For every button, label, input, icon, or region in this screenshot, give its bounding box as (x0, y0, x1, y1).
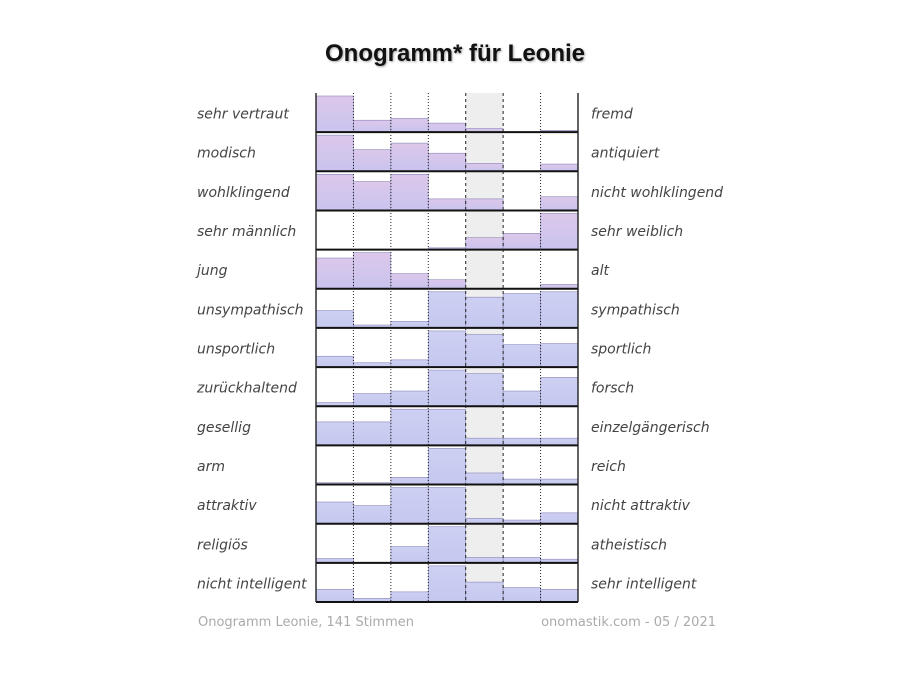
bar-r2-c1 (353, 181, 392, 211)
row-label-right-7: forsch (591, 381, 634, 397)
bar-r10-c3 (427, 487, 467, 524)
bar-r1-c4 (465, 163, 504, 172)
bar-r10-c1 (353, 505, 392, 524)
bar-r1-c0 (315, 134, 354, 172)
row-label-right-1: antiquiert (591, 146, 660, 162)
bar-r1-c2 (390, 142, 429, 172)
row-label-left-2: wohlklingend (197, 185, 290, 201)
row-label-right-3: sehr weiblich (591, 224, 683, 240)
row-label-right-9: reich (591, 459, 626, 475)
bar-r8-c3 (427, 408, 467, 446)
bar-r4-c3 (427, 279, 467, 290)
bar-r10-c2 (390, 487, 429, 524)
bar-r12-c6 (540, 589, 579, 603)
bar-r0-c0 (315, 95, 354, 133)
bar-r9-c3 (427, 448, 467, 485)
bar-r5-c4 (465, 296, 504, 329)
row-label-right-12: sehr intelligent (591, 576, 697, 592)
bar-r7-c5 (502, 390, 541, 407)
bar-r1-c6 (540, 163, 579, 172)
row-label-left-8: gesellig (197, 420, 251, 436)
bar-r9-c2 (390, 477, 429, 485)
bar-r6-c0 (315, 355, 354, 368)
bar-r0-c2 (390, 118, 429, 133)
bar-r5-c3 (427, 291, 467, 329)
bar-r0-c3 (427, 122, 467, 133)
row-label-right-0: fremd (591, 107, 633, 123)
bar-r4-c2 (390, 273, 429, 290)
bar-r7-c2 (390, 390, 429, 407)
bar-r3-c4 (465, 237, 504, 250)
bar-r8-c2 (390, 408, 429, 446)
bar-r6-c5 (502, 344, 541, 368)
bar-r0-c1 (353, 119, 392, 133)
bar-r2-c4 (465, 198, 504, 211)
bar-r5-c5 (502, 293, 541, 329)
row-label-right-8: einzelgängerisch (591, 420, 710, 436)
bar-r5-c6 (540, 291, 579, 329)
bar-r3-c5 (502, 233, 541, 250)
row-label-left-10: attraktiv (197, 498, 257, 514)
row-label-right-6: sportlich (591, 342, 651, 358)
bar-r10-c6 (540, 512, 579, 524)
bar-r7-c4 (465, 373, 504, 407)
row-label-right-11: atheistisch (591, 537, 667, 553)
bar-r8-c5 (502, 437, 541, 446)
bar-r12-c0 (315, 589, 354, 603)
bar-r8-c4 (465, 437, 504, 446)
row-label-left-11: religiös (197, 537, 248, 553)
bar-r12-c3 (427, 565, 467, 603)
row-label-right-5: sympathisch (591, 302, 680, 318)
bar-r1-c3 (427, 152, 467, 172)
bar-r4-c0 (315, 257, 354, 290)
bar-r12-c4 (465, 581, 504, 603)
bar-r8-c1 (353, 421, 392, 446)
bar-r6-c3 (427, 330, 467, 368)
bar-r6-c4 (465, 334, 504, 368)
footer-right: onomastik.com - 05 / 2021 (541, 615, 716, 630)
bar-r6-c2 (390, 359, 429, 368)
row-label-left-5: unsympathisch (197, 302, 304, 318)
row-label-right-10: nicht attraktiv (591, 498, 691, 514)
bar-r4-c1 (353, 252, 392, 290)
bar-r7-c1 (353, 393, 392, 407)
bar-r9-c4 (465, 472, 504, 485)
bar-r7-c6 (540, 377, 579, 407)
row-label-left-1: modisch (197, 146, 256, 162)
row-label-left-9: arm (197, 459, 225, 475)
bar-r11-c2 (390, 546, 429, 564)
row-label-left-7: zurückhaltend (196, 381, 297, 397)
row-label-left-3: sehr männlich (197, 224, 296, 240)
row-label-left-6: unsportlich (197, 342, 275, 358)
bar-r7-c3 (427, 369, 467, 407)
row-label-left-12: nicht intelligent (197, 576, 307, 592)
bar-r2-c0 (315, 174, 354, 211)
bar-r12-c5 (502, 587, 541, 603)
row-label-left-4: jung (195, 263, 228, 279)
bar-r10-c0 (315, 501, 354, 524)
bar-r12-c2 (390, 591, 429, 603)
bar-r1-c1 (353, 149, 392, 172)
chart-title: Onogramm* für Leonie (324, 40, 586, 67)
bar-r5-c0 (315, 310, 354, 329)
row-label-right-2: nicht wohlklingend (591, 185, 723, 201)
bar-r8-c6 (540, 437, 579, 446)
bar-r3-c6 (540, 213, 579, 250)
bar-r2-c3 (427, 198, 467, 211)
bar-r2-c6 (540, 196, 579, 211)
bar-r2-c2 (390, 174, 429, 211)
footer-left: Onogramm Leonie, 141 Stimmen (198, 615, 414, 630)
row-label-right-4: alt (591, 263, 609, 279)
bar-r11-c3 (427, 526, 467, 564)
bar-r8-c0 (315, 421, 354, 446)
bar-r6-c6 (540, 343, 579, 368)
row-label-left-0: sehr vertraut (197, 107, 289, 123)
